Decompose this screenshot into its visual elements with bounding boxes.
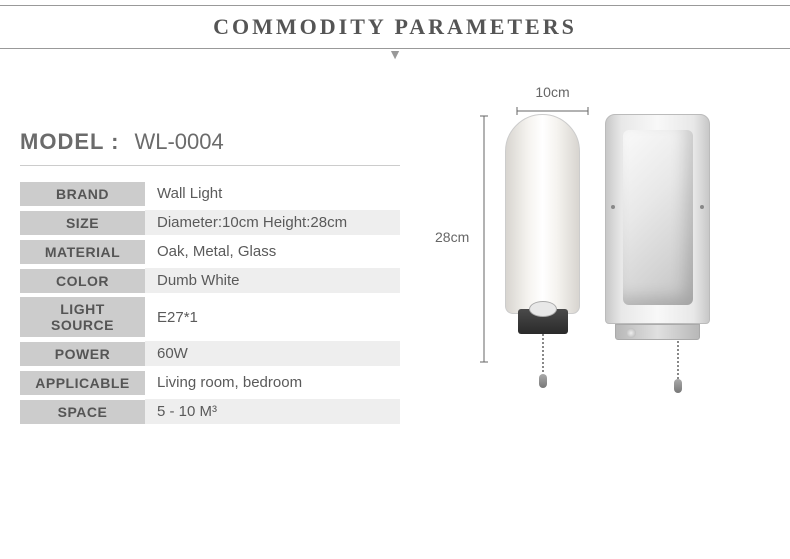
spec-row: LIGHT SOURCEE27*1 xyxy=(20,297,400,337)
spec-label: MATERIAL xyxy=(20,240,145,264)
content-area: MODEL : WL-0004 BRANDWall LightSIZEDiame… xyxy=(0,49,790,448)
spec-label: POWER xyxy=(20,342,145,366)
spec-row: COLORDumb White xyxy=(20,268,400,293)
height-dimension-label: 28cm xyxy=(435,229,469,245)
spec-row: MATERIALOak, Metal, Glass xyxy=(20,239,400,264)
spec-value: Dumb White xyxy=(145,268,400,293)
specs-list: BRANDWall LightSIZEDiameter:10cm Height:… xyxy=(20,181,400,424)
spec-label: LIGHT SOURCE xyxy=(20,297,145,337)
spec-row: SIZEDiameter:10cm Height:28cm xyxy=(20,210,400,235)
spec-row: APPLICABLELiving room, bedroom xyxy=(20,370,400,395)
model-value: WL-0004 xyxy=(134,129,223,155)
spec-value: 5 - 10 M³ xyxy=(145,399,400,424)
product-images-panel: 10cm 28cm xyxy=(400,129,770,428)
width-dimension-line-icon xyxy=(515,102,590,110)
header-bar: COMMODITY PARAMETERS xyxy=(0,5,790,49)
spec-value: Oak, Metal, Glass xyxy=(145,239,400,264)
specs-panel: MODEL : WL-0004 BRANDWall LightSIZEDiame… xyxy=(20,129,400,428)
model-label: MODEL : xyxy=(20,129,119,155)
spec-label: APPLICABLE xyxy=(20,371,145,395)
spec-label: SIZE xyxy=(20,211,145,235)
spec-value: 60W xyxy=(145,341,400,366)
height-dimension-line-icon xyxy=(480,114,488,364)
lamp-front-icon xyxy=(505,114,580,374)
spec-row: BRANDWall Light xyxy=(20,181,400,206)
spec-value: Living room, bedroom xyxy=(145,370,400,395)
spec-value: Diameter:10cm Height:28cm xyxy=(145,210,400,235)
width-dimension-label: 10cm xyxy=(515,84,590,100)
page-title: COMMODITY PARAMETERS xyxy=(0,14,790,40)
spec-row: POWER60W xyxy=(20,341,400,366)
width-dimension: 10cm xyxy=(515,84,590,110)
product-front-view xyxy=(505,114,580,394)
spec-value: E27*1 xyxy=(145,305,400,330)
spec-label: COLOR xyxy=(20,269,145,293)
product-image-row xyxy=(505,114,770,394)
lamp-side-icon xyxy=(605,114,710,394)
spec-label: BRAND xyxy=(20,182,145,206)
model-row: MODEL : WL-0004 xyxy=(20,129,400,166)
product-side-view xyxy=(605,114,710,394)
spec-row: SPACE5 - 10 M³ xyxy=(20,399,400,424)
spec-label: SPACE xyxy=(20,400,145,424)
spec-value: Wall Light xyxy=(145,181,400,206)
